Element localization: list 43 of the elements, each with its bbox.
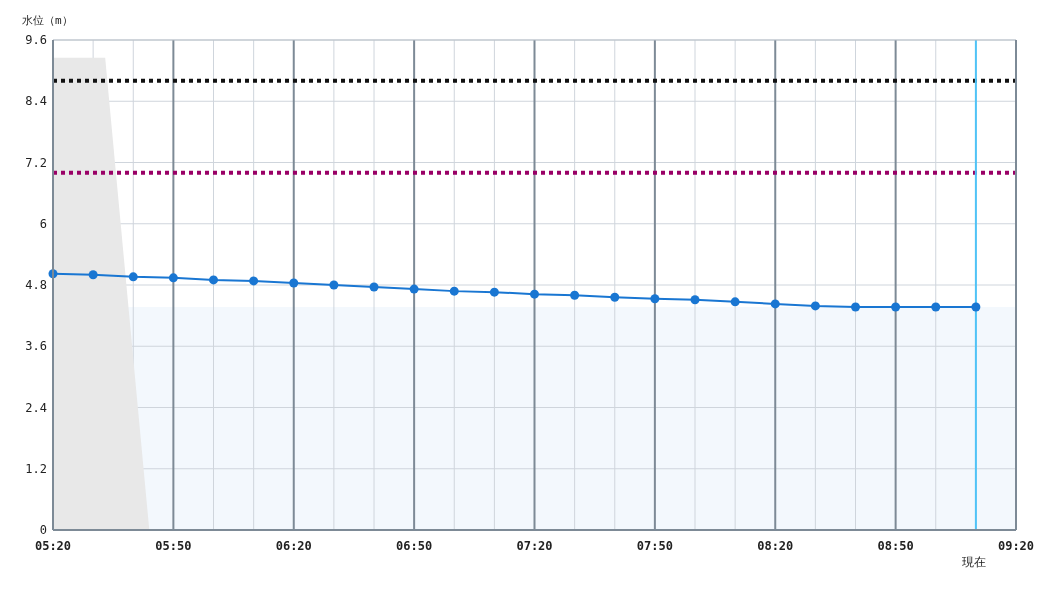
- point: [971, 302, 981, 312]
- x-tick-label: 07:20: [516, 539, 553, 553]
- point: [610, 292, 620, 302]
- point: [650, 294, 660, 304]
- x-tick-label: 06:50: [396, 539, 433, 553]
- point: [570, 290, 580, 300]
- point: [128, 272, 138, 282]
- y-tick-label: 8.4: [25, 94, 47, 109]
- x-tick-label: 06:20: [275, 539, 312, 553]
- y-tick-label: 2.4: [25, 400, 47, 415]
- point: [88, 270, 98, 280]
- x-tick-label: 05:20: [34, 539, 72, 553]
- y-tick-label: 7.2: [25, 155, 47, 170]
- y-tick-label: 3.6: [25, 339, 47, 354]
- point: [730, 297, 740, 307]
- point: [209, 275, 219, 285]
- y-tick-label: 1.2: [25, 461, 47, 476]
- point: [249, 276, 259, 286]
- point: [891, 302, 901, 312]
- y-tick-label: 6: [39, 216, 47, 231]
- y-tick-label: 9.6: [25, 33, 47, 47]
- point: [530, 289, 539, 299]
- point: [810, 301, 820, 311]
- point: [770, 299, 780, 309]
- point: [851, 302, 861, 312]
- x-tick-label: 08:50: [877, 539, 914, 553]
- point: [931, 302, 941, 312]
- x-tick-label: 05:50: [155, 539, 192, 553]
- ref-line-label: 現在: [961, 555, 986, 569]
- y-tick-label: 4.8: [25, 278, 47, 292]
- point: [168, 273, 178, 283]
- point: [489, 287, 499, 297]
- point: [369, 282, 379, 292]
- point: [409, 284, 419, 294]
- point: [449, 286, 459, 296]
- y-axis-title: 水位（m）: [22, 14, 73, 27]
- point: [289, 278, 299, 288]
- y-tick-label: 0: [39, 523, 47, 537]
- point: [329, 280, 339, 290]
- x-tick-label: 07:50: [636, 539, 673, 553]
- x-tick-label: 08:20: [757, 539, 794, 553]
- x-tick-label: 09:20: [997, 539, 1035, 553]
- point: [690, 295, 700, 305]
